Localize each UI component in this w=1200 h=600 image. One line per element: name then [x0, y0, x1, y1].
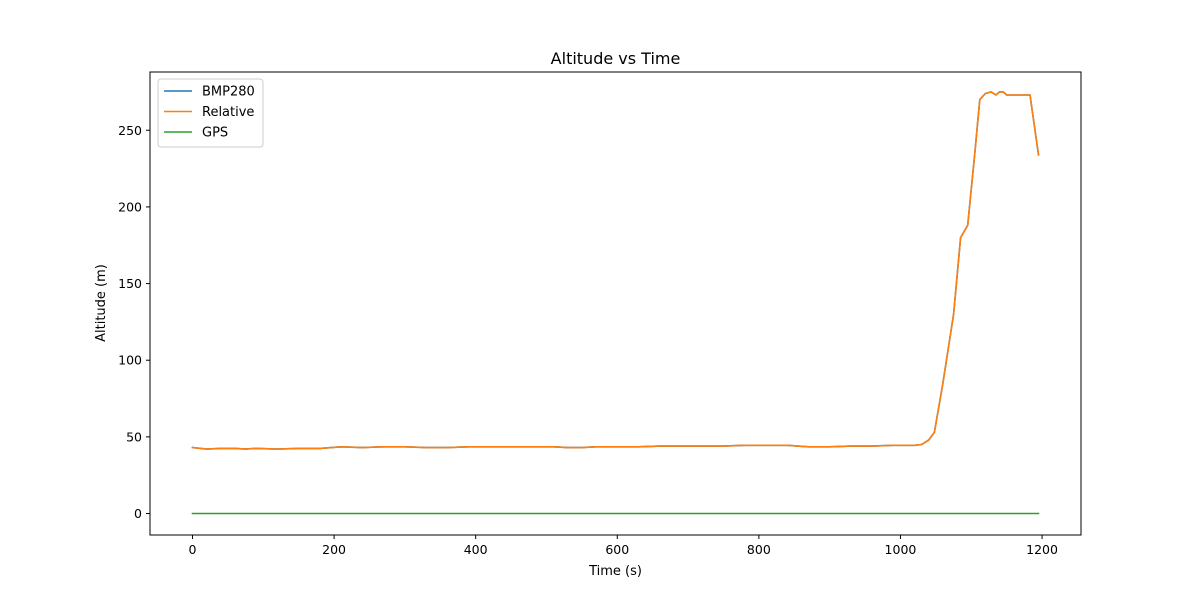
y-tick-label: 50 [126, 429, 142, 444]
series-line-relative [191, 91, 1040, 450]
y-axis-title: Altitude (m) [94, 264, 109, 342]
legend-label-gps: GPS [202, 126, 228, 141]
legend: BMP280 Relative GPS [157, 78, 264, 148]
legend-label-relative: Relative [202, 105, 254, 120]
legend-label-bmp280: BMP280 [202, 85, 255, 100]
x-tick-label: 1200 [1026, 542, 1058, 557]
chart-title: Altitude vs Time [551, 49, 681, 68]
y-tick-label: 100 [118, 353, 142, 368]
plot-area [191, 91, 1040, 515]
plot-frame [149, 71, 1082, 536]
x-tick-label: 0 [189, 542, 197, 557]
y-tick-label: 250 [118, 123, 142, 138]
legend-box [157, 78, 264, 148]
x-tick-label: 200 [322, 542, 346, 557]
x-tick-label: 600 [605, 542, 629, 557]
x-tick-label: 800 [747, 542, 771, 557]
y-tick-label: 0 [134, 506, 142, 521]
y-tick-label: 200 [118, 199, 142, 214]
x-tick-label: 1000 [885, 542, 917, 557]
series-line-bmp280 [191, 91, 1040, 450]
axes: 0 200 400 600 800 1000 1200 0 50 100 150 200 250 [118, 71, 1082, 557]
x-tick-label: 400 [464, 542, 488, 557]
x-axis-title: Time (s) [588, 564, 642, 579]
y-tick-label: 150 [118, 276, 142, 291]
